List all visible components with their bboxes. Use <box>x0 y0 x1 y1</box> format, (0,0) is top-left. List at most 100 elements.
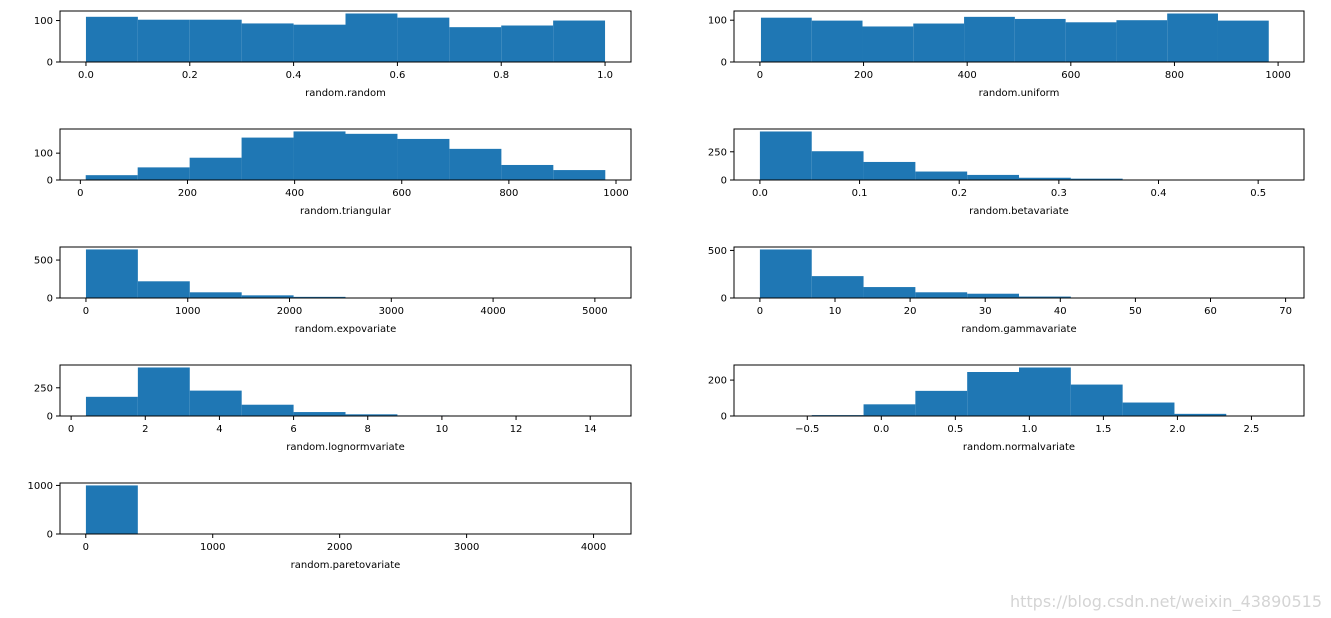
histogram-bar <box>811 151 864 180</box>
axes-frame <box>733 246 1305 299</box>
x-tick-label: 2000 <box>327 542 352 553</box>
histogram-panel: −0.5 0.0 0.5 1.0 1.5 2.0 2.5 0 200 random.normalv… <box>708 364 1305 453</box>
x-tick-label: 2000 <box>277 306 302 317</box>
x-tick-label: 0.6 <box>389 70 405 81</box>
y-tick-label: 500 <box>34 256 53 267</box>
histogram-bar <box>501 25 554 62</box>
y-tick-label: 250 <box>34 383 53 394</box>
x-tick-label: 0.2 <box>951 188 967 199</box>
histogram-bar <box>759 249 812 298</box>
x-tick-label: 0.2 <box>182 70 198 81</box>
histogram-bar <box>241 404 294 416</box>
histogram-bar <box>964 16 1015 63</box>
axes-frame <box>733 364 1305 417</box>
x-tick-label: 4 <box>216 424 222 435</box>
x-tick-label: 0 <box>68 424 74 435</box>
y-tick-label: 0 <box>721 294 727 305</box>
histogram-bar <box>913 23 965 62</box>
histogram-bar <box>189 157 242 180</box>
histogram-bar <box>241 23 294 62</box>
histogram-bar <box>863 404 916 416</box>
histogram-bar <box>1122 402 1175 416</box>
histogram-bar <box>863 161 916 180</box>
histogram-panel: 0 200 400 600 800 1000 0 100 random.uniform <box>708 10 1305 99</box>
histogram-bar <box>967 293 1019 298</box>
axes-frame <box>59 10 632 63</box>
x-tick-label: 0.4 <box>286 70 302 81</box>
axes-frame <box>733 128 1305 181</box>
histogram-bar <box>241 295 294 298</box>
axes-frame <box>733 10 1305 63</box>
x-axis-label: random.normalvariate <box>963 442 1075 453</box>
x-tick-label: 2 <box>142 424 148 435</box>
histogram-bar <box>1019 296 1071 298</box>
y-tick-label: 1000 <box>28 481 53 492</box>
y-tick-label: 0 <box>721 176 727 187</box>
histogram-bar <box>1014 18 1066 62</box>
x-tick-label: 1000 <box>175 306 200 317</box>
histogram-panel: 0 2 4 6 8 10 12 14 0 250 random.lognormvariate <box>34 364 632 453</box>
histogram-bar <box>449 27 502 63</box>
x-tick-label: 0 <box>757 306 763 317</box>
histogram-bar <box>85 396 138 416</box>
histogram-bar <box>449 148 502 180</box>
histogram-bar <box>397 17 450 63</box>
histogram-panel: 0 10 20 30 40 50 60 70 0 500 random.gammavariate <box>708 246 1305 335</box>
histogram-bar <box>293 131 346 180</box>
x-tick-label: 8 <box>365 424 371 435</box>
x-tick-label: 50 <box>1129 306 1142 317</box>
histogram-bar <box>189 390 242 416</box>
x-tick-label: 0.5 <box>1250 188 1266 199</box>
histogram-bar <box>137 19 190 62</box>
histogram-panel: 0.0 0.1 0.2 0.3 0.4 0.5 0 250 random.betavariate <box>708 128 1305 217</box>
histogram-bar <box>293 296 346 298</box>
x-tick-label: 0.0 <box>873 424 889 435</box>
histogram-bar <box>85 485 138 534</box>
x-tick-label: 5000 <box>582 306 607 317</box>
x-tick-label: 400 <box>285 188 304 199</box>
x-tick-label: 1000 <box>200 542 225 553</box>
y-tick-label: 0 <box>47 294 53 305</box>
histogram-bar <box>501 164 554 180</box>
x-tick-label: 30 <box>979 306 992 317</box>
y-tick-label: 500 <box>708 246 727 257</box>
histogram-bar <box>862 26 914 62</box>
histogram-bar <box>759 131 812 180</box>
axes-frame <box>59 364 632 417</box>
x-tick-label: 0 <box>77 188 83 199</box>
x-tick-label: 200 <box>178 188 197 199</box>
histogram-bar <box>967 174 1019 180</box>
y-tick-label: 0 <box>721 58 727 69</box>
histogram-bar <box>863 287 916 298</box>
x-tick-label: 1.5 <box>1095 424 1111 435</box>
x-tick-label: 1000 <box>603 188 628 199</box>
histogram-bar <box>915 292 968 298</box>
x-tick-label: 60 <box>1204 306 1217 317</box>
x-axis-label: random.random <box>305 88 386 99</box>
y-tick-label: 0 <box>47 176 53 187</box>
x-tick-label: 70 <box>1279 306 1292 317</box>
histogram-bar <box>137 281 190 298</box>
histogram-bar <box>241 137 294 180</box>
x-tick-label: 10 <box>436 424 449 435</box>
x-tick-label: 10 <box>829 306 842 317</box>
x-tick-label: 14 <box>584 424 597 435</box>
x-tick-label: 1.0 <box>1021 424 1037 435</box>
y-tick-label: 200 <box>708 376 727 387</box>
x-tick-label: 0.3 <box>1051 188 1067 199</box>
y-tick-label: 0 <box>721 412 727 423</box>
histogram-bar <box>811 276 864 298</box>
histogram-bar <box>85 16 138 62</box>
histogram-bar <box>345 414 398 416</box>
x-axis-label: random.paretovariate <box>291 560 401 571</box>
histogram-bar <box>397 138 450 180</box>
histogram-bar <box>915 171 968 180</box>
y-tick-label: 100 <box>708 16 727 27</box>
histogram-bar <box>85 175 138 180</box>
x-tick-label: 200 <box>854 70 873 81</box>
x-tick-label: 2.5 <box>1243 424 1259 435</box>
y-tick-label: 100 <box>34 16 53 27</box>
x-tick-label: 600 <box>392 188 411 199</box>
axes-frame <box>59 128 632 181</box>
